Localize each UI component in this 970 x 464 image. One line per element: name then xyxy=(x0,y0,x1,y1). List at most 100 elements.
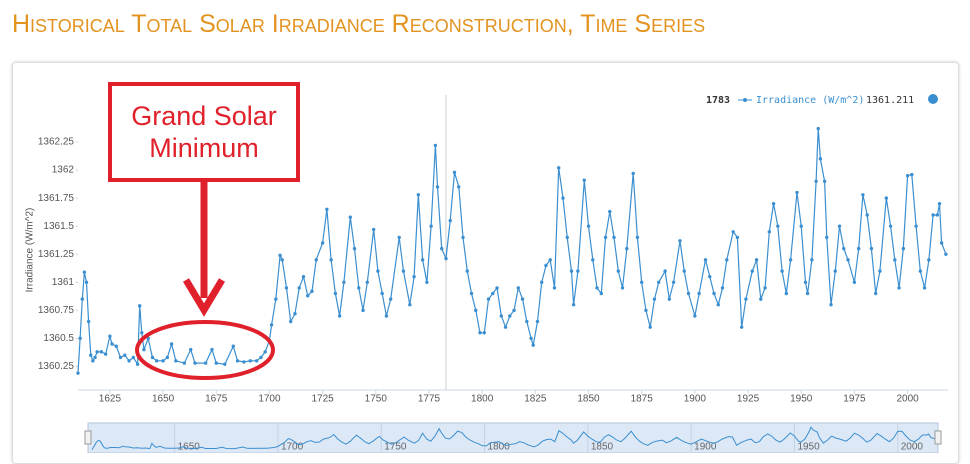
point xyxy=(569,269,574,273)
point xyxy=(189,347,193,352)
point xyxy=(325,207,329,212)
point xyxy=(118,355,123,360)
point xyxy=(123,353,127,357)
point xyxy=(520,297,525,301)
navigator-tick-label: 1850 xyxy=(591,442,614,453)
point xyxy=(540,280,544,284)
point xyxy=(586,224,591,228)
y-axis-label: Irradiance (W/m^2) xyxy=(25,208,36,293)
point xyxy=(759,297,763,301)
point xyxy=(242,360,246,364)
point xyxy=(780,269,784,273)
navigator-tick-label: 1900 xyxy=(694,442,717,453)
x-tick-label: 1750 xyxy=(365,394,388,405)
point xyxy=(576,269,580,273)
point xyxy=(712,291,716,296)
point xyxy=(686,291,691,296)
point xyxy=(429,224,433,228)
point xyxy=(169,342,174,346)
point xyxy=(384,314,389,318)
point xyxy=(91,359,95,363)
point xyxy=(193,361,197,365)
y-tick-label: 1362 xyxy=(52,165,75,176)
point xyxy=(269,323,274,327)
point xyxy=(697,291,701,296)
point xyxy=(408,303,412,307)
point xyxy=(739,325,744,329)
point xyxy=(99,350,104,354)
navigator-tick-label: 1750 xyxy=(384,442,407,453)
point xyxy=(810,258,814,262)
point xyxy=(203,361,208,365)
point xyxy=(499,314,504,318)
point xyxy=(380,291,384,296)
point xyxy=(620,286,625,290)
point xyxy=(599,291,603,296)
point xyxy=(469,291,474,296)
point xyxy=(329,258,333,262)
point xyxy=(76,371,80,375)
legend-symbol-dot xyxy=(743,98,747,102)
point xyxy=(735,235,740,240)
point xyxy=(412,274,416,279)
point xyxy=(888,224,893,228)
x-tick-label: 1875 xyxy=(631,394,654,405)
point xyxy=(448,218,452,223)
point xyxy=(771,202,776,206)
point xyxy=(461,235,465,240)
navigator-handle xyxy=(84,430,92,445)
point xyxy=(763,286,767,290)
point xyxy=(155,359,159,363)
page-title: Historical Total Solar Irradiance Recons… xyxy=(12,10,706,38)
point xyxy=(708,274,712,279)
point xyxy=(878,269,882,273)
point xyxy=(80,297,84,301)
point xyxy=(846,258,850,262)
point xyxy=(161,359,165,363)
point xyxy=(435,185,440,189)
point xyxy=(93,355,97,360)
point xyxy=(852,280,857,284)
tooltip-value: 1361.211 xyxy=(866,95,914,106)
point xyxy=(671,280,676,284)
x-tick-label: 1625 xyxy=(99,394,122,405)
point xyxy=(516,286,521,290)
y-tick-label: 1360.25 xyxy=(38,361,75,372)
point xyxy=(682,269,686,273)
point xyxy=(754,258,759,262)
point xyxy=(939,241,944,245)
y-tick-label: 1361.5 xyxy=(43,221,74,232)
point xyxy=(82,270,87,274)
point xyxy=(725,258,729,262)
point xyxy=(320,241,325,245)
point xyxy=(544,263,548,268)
point xyxy=(893,258,897,262)
point xyxy=(142,347,146,352)
x-tick-label: 1725 xyxy=(311,394,334,405)
point xyxy=(935,213,940,217)
point xyxy=(767,230,772,234)
point xyxy=(376,269,380,273)
point xyxy=(420,258,425,262)
point xyxy=(397,235,401,240)
point xyxy=(788,258,793,262)
page: Historical Total Solar Irradiance Recons… xyxy=(12,10,959,464)
point xyxy=(931,213,935,217)
point xyxy=(937,202,942,206)
x-tick-label: 1675 xyxy=(205,394,228,405)
point xyxy=(84,280,89,284)
navigator-tick-label: 1950 xyxy=(797,442,820,453)
legend-label: Irradiance (W/m^2) xyxy=(756,95,864,106)
point xyxy=(357,286,361,290)
annotation-ellipse xyxy=(135,320,275,380)
point xyxy=(352,246,357,251)
point xyxy=(884,196,889,200)
point xyxy=(529,336,533,341)
point xyxy=(816,126,820,131)
point xyxy=(503,325,508,329)
point xyxy=(703,258,708,262)
point xyxy=(280,258,284,262)
point xyxy=(478,331,482,335)
x-tick-label: 1850 xyxy=(577,394,600,405)
point xyxy=(678,239,682,243)
